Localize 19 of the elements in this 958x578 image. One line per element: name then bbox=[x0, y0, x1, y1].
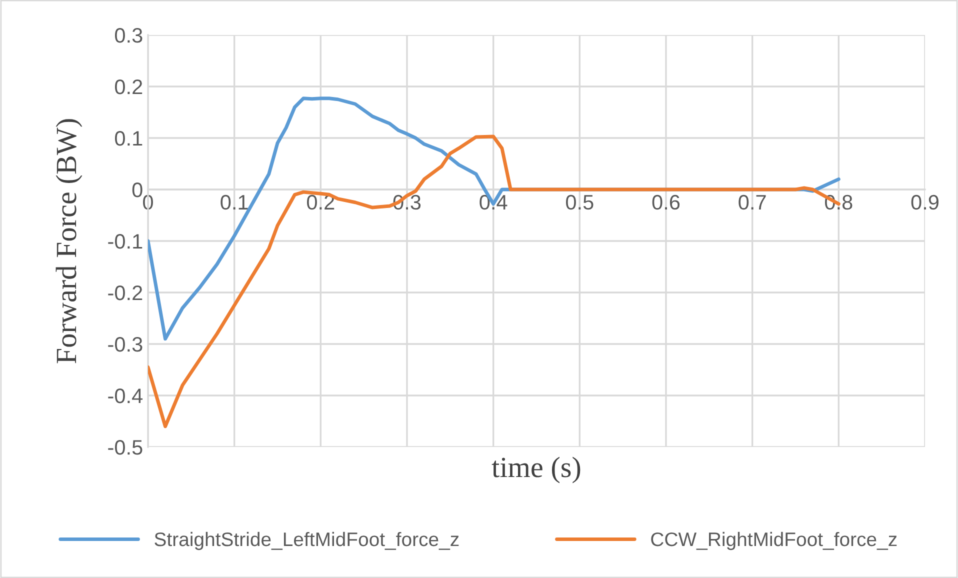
legend-label: CCW_RightMidFoot_force_z bbox=[651, 532, 897, 550]
x-tick-label: 0.9 bbox=[911, 194, 938, 210]
y-tick-label: 0 bbox=[132, 182, 142, 198]
y-tick-label: -0.5 bbox=[108, 440, 142, 455]
legend-label: StraightStride_LeftMidFoot_force_z bbox=[154, 532, 459, 550]
y-tick-label: -0.4 bbox=[108, 388, 143, 404]
x-tick-label: 0.1 bbox=[220, 194, 248, 210]
y-tick-label: -0.3 bbox=[108, 337, 142, 352]
y-tick-label: 0.3 bbox=[114, 28, 142, 43]
y-tick-label: 0.2 bbox=[114, 80, 142, 94]
y-axis-title: Forward Force (BW) bbox=[56, 119, 82, 364]
x-tick-label: 0.7 bbox=[738, 194, 766, 210]
y-tick-label: 0.1 bbox=[114, 131, 142, 146]
x-tick-label: 0.6 bbox=[652, 194, 680, 210]
x-axis-title: time (s) bbox=[492, 456, 580, 484]
x-tick-label: 0.5 bbox=[566, 194, 594, 210]
y-tick-label: -0.2 bbox=[108, 286, 142, 300]
x-tick-label: 0 bbox=[143, 194, 153, 210]
y-tick-label: -0.1 bbox=[108, 234, 142, 249]
